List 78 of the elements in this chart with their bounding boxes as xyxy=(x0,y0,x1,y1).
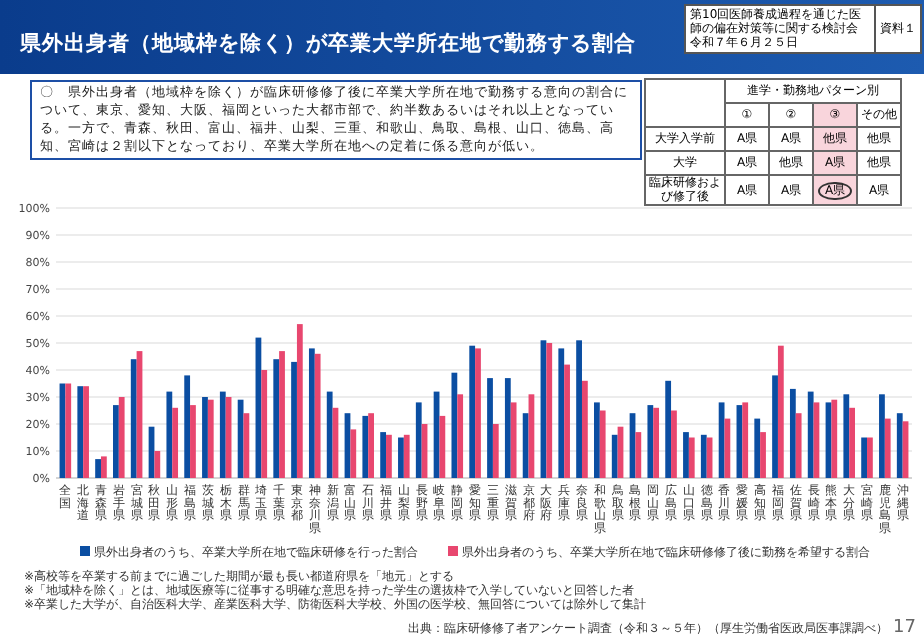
bar xyxy=(172,407,179,478)
bar xyxy=(611,434,618,478)
bar xyxy=(207,399,214,478)
bar xyxy=(849,407,855,478)
bar xyxy=(683,432,689,478)
bar xyxy=(884,418,891,478)
bar xyxy=(219,391,226,478)
bar xyxy=(457,394,464,478)
bar xyxy=(184,375,191,478)
bar xyxy=(130,359,137,478)
bar xyxy=(647,405,654,478)
bar xyxy=(398,437,404,478)
bar xyxy=(154,451,161,478)
bar xyxy=(190,405,196,478)
bar xyxy=(861,437,868,478)
bar xyxy=(594,402,600,478)
bar xyxy=(83,386,89,478)
bar xyxy=(742,402,749,478)
text: 17 xyxy=(893,618,916,638)
bar xyxy=(308,348,315,478)
bar xyxy=(831,399,838,478)
bar xyxy=(415,402,422,478)
bar xyxy=(380,432,387,478)
bar xyxy=(671,410,677,478)
bar xyxy=(599,410,606,478)
bar xyxy=(724,418,731,478)
bar xyxy=(896,413,903,478)
bar xyxy=(760,432,766,478)
bar xyxy=(653,407,660,478)
bar xyxy=(504,378,511,478)
bar xyxy=(77,386,84,478)
bar xyxy=(65,383,72,478)
bar xyxy=(350,429,357,478)
bar xyxy=(777,345,784,478)
bar xyxy=(879,394,885,478)
bar xyxy=(261,370,268,478)
bar xyxy=(843,394,850,478)
bar xyxy=(113,405,119,478)
bar xyxy=(867,437,873,478)
bar xyxy=(314,353,321,478)
bar xyxy=(475,348,481,478)
bar xyxy=(118,397,125,478)
bar xyxy=(492,424,499,478)
bar xyxy=(789,388,796,478)
bar xyxy=(368,413,374,478)
bar xyxy=(100,456,107,478)
bar xyxy=(510,402,517,478)
bar xyxy=(807,391,814,478)
bar xyxy=(362,415,369,478)
bar xyxy=(487,378,493,478)
bar xyxy=(451,372,458,478)
bar xyxy=(95,459,101,478)
bar xyxy=(273,359,280,478)
bar xyxy=(576,340,582,478)
bar xyxy=(439,415,446,478)
bar xyxy=(291,361,297,478)
bar xyxy=(296,324,303,478)
bar xyxy=(772,375,778,478)
bar xyxy=(403,434,410,478)
bar xyxy=(166,391,173,478)
bar xyxy=(386,434,392,478)
bar xyxy=(635,432,642,478)
bar xyxy=(469,345,476,478)
bar xyxy=(700,434,707,478)
bar xyxy=(326,391,333,478)
bar xyxy=(558,348,565,478)
bar xyxy=(202,397,208,478)
bar xyxy=(688,437,695,478)
bar xyxy=(564,364,570,478)
bar xyxy=(546,343,553,478)
chart-title: 県外出身者（地域枠を除く）が卒業大学所在地で勤務する割合 xyxy=(20,30,636,58)
bar xyxy=(522,413,529,478)
bar xyxy=(279,351,285,478)
bar xyxy=(795,413,802,478)
bar xyxy=(237,399,244,478)
bar xyxy=(665,380,672,478)
bar xyxy=(754,418,761,478)
bar xyxy=(581,380,588,478)
